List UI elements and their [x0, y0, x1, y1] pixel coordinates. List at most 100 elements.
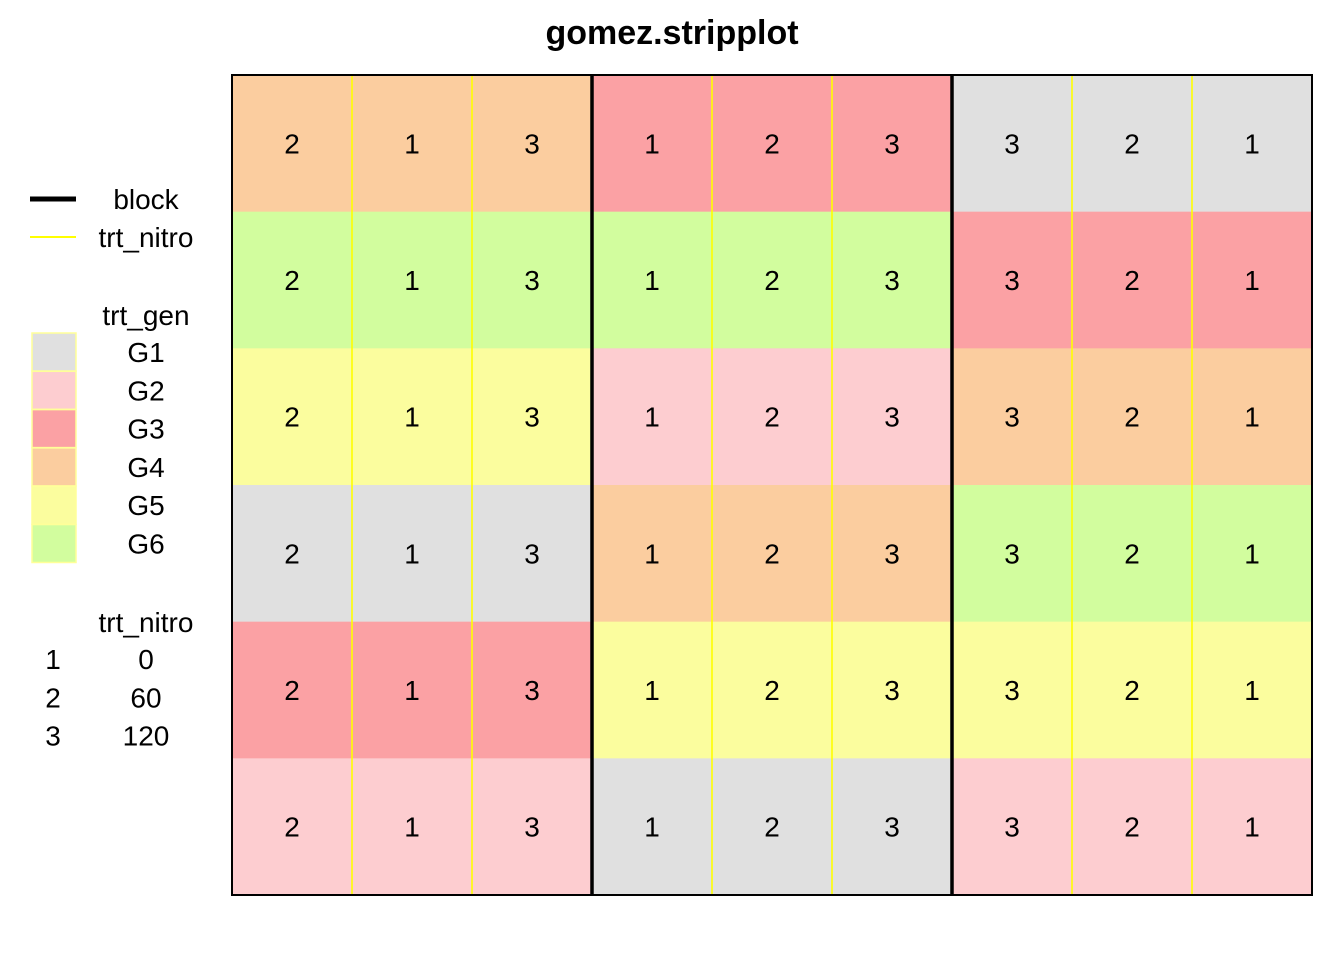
cell-label: 1 — [1244, 538, 1260, 569]
cell-label: 1 — [404, 265, 420, 296]
cell-label: 2 — [1124, 538, 1140, 569]
cell-block2-row5-col2 — [712, 621, 833, 759]
legend-line-label: trt_nitro — [99, 222, 194, 253]
cell-block1-row6-col2 — [352, 758, 473, 896]
cell-block2-row2-col1 — [592, 211, 713, 349]
cell-label: 1 — [404, 812, 420, 843]
cell-block2-row6-col2 — [712, 758, 833, 896]
cell-block3-row6-col2 — [1072, 758, 1193, 896]
cell-block1-row1-col1 — [232, 75, 353, 213]
cell-label: 1 — [404, 402, 420, 433]
plot-area: 2 1 3 2 1 3 2 1 3 2 1 3 2 1 3 2 1 3 1 2 3 1 2 3 1 2 3 1 2 3 1 2 3 1 2 3 3 2 1 3… — [232, 75, 1313, 896]
cell-label: 2 — [284, 402, 300, 433]
cell-label: 3 — [1004, 812, 1020, 843]
chart-title: gomez.stripplot — [545, 14, 798, 52]
cell-block1-row6-col3 — [472, 758, 593, 896]
cell-block3-row2-col2 — [1072, 211, 1193, 349]
cell-label: 1 — [644, 812, 660, 843]
cell-block2-row3-col3 — [832, 348, 953, 486]
cell-block2-row4-col2 — [712, 485, 833, 623]
cell-block1-row5-col2 — [352, 621, 473, 759]
legend-nitro-value: 60 — [130, 682, 161, 713]
cell-label: 3 — [884, 402, 900, 433]
cell-label: 2 — [764, 402, 780, 433]
cell-label: 2 — [284, 265, 300, 296]
cell-block2-row1-col2 — [712, 75, 833, 213]
cell-block3-row5-col1 — [952, 621, 1073, 759]
cell-label: 3 — [1004, 128, 1020, 159]
cell-block1-row2-col2 — [352, 211, 473, 349]
cell-label: 2 — [284, 812, 300, 843]
cell-block2-row3-col1 — [592, 348, 713, 486]
legend-gen-label: G1 — [127, 337, 164, 368]
cell-label: 1 — [404, 128, 420, 159]
cell-label: 2 — [764, 265, 780, 296]
cell-label: 3 — [884, 538, 900, 569]
legend-nitro-title: trt_nitro — [99, 607, 194, 638]
plot-divider-lines — [351, 75, 1193, 895]
cell-block1-row2-col1 — [232, 211, 353, 349]
cell-block2-row1-col1 — [592, 75, 713, 213]
cell-label: 3 — [884, 675, 900, 706]
legend-line-label: block — [113, 184, 179, 215]
cell-label: 2 — [764, 675, 780, 706]
legend: block trt_nitro trt_gen G1 G2 G3 G4 G5 G6 trt_nit… — [30, 184, 193, 752]
cell-label: 1 — [404, 675, 420, 706]
cell-block3-row1-col2 — [1072, 75, 1193, 213]
cell-block1-row5-col3 — [472, 621, 593, 759]
cell-block3-row5-col2 — [1072, 621, 1193, 759]
cell-label: 2 — [764, 128, 780, 159]
cell-block3-row1-col1 — [952, 75, 1073, 213]
cell-block1-row1-col3 — [472, 75, 593, 213]
cell-block3-row3-col2 — [1072, 348, 1193, 486]
legend-nitro-code: 2 — [45, 682, 61, 713]
legend-gen-label: G4 — [127, 452, 164, 483]
cell-block1-row5-col1 — [232, 621, 353, 759]
cell-block1-row2-col3 — [472, 211, 593, 349]
cell-label: 3 — [524, 812, 540, 843]
cell-label: 2 — [284, 128, 300, 159]
cell-label: 1 — [1244, 128, 1260, 159]
cell-block3-row3-col1 — [952, 348, 1073, 486]
cell-label: 1 — [644, 265, 660, 296]
legend-swatch-g2 — [31, 370, 77, 411]
legend-nitro-value: 120 — [123, 721, 170, 752]
cell-label: 2 — [764, 538, 780, 569]
cell-label: 2 — [1124, 675, 1140, 706]
cell-label: 3 — [524, 265, 540, 296]
legend-nitro-value: 0 — [138, 644, 154, 675]
cell-label: 1 — [404, 538, 420, 569]
cell-block2-row6-col3 — [832, 758, 953, 896]
cell-block3-row3-col3 — [1192, 348, 1313, 486]
cell-label: 2 — [1124, 265, 1140, 296]
cell-block3-row5-col3 — [1192, 621, 1313, 759]
cell-label: 2 — [284, 675, 300, 706]
cell-block3-row4-col2 — [1072, 485, 1193, 623]
cell-label: 3 — [1004, 265, 1020, 296]
legend-swatch-g4 — [31, 447, 77, 487]
plot-frame — [231, 74, 1313, 896]
cell-block1-row1-col2 — [352, 75, 473, 213]
cell-block3-row6-col1 — [952, 758, 1073, 896]
cell-block1-row4-col3 — [472, 485, 593, 623]
cell-block1-row4-col1 — [232, 485, 353, 623]
cell-label: 1 — [644, 538, 660, 569]
cell-label: 2 — [1124, 812, 1140, 843]
legend-gen-label: G6 — [127, 529, 164, 560]
cell-block1-row3-col2 — [352, 348, 473, 486]
legend-swatch-g3 — [31, 408, 77, 449]
cell-label: 1 — [1244, 265, 1260, 296]
cell-block2-row6-col1 — [592, 758, 713, 896]
cell-block2-row5-col1 — [592, 621, 713, 759]
cell-block2-row2-col3 — [832, 211, 953, 349]
cell-label: 1 — [1244, 402, 1260, 433]
cell-block2-row2-col2 — [712, 211, 833, 349]
cell-block2-row1-col3 — [832, 75, 953, 213]
cell-block2-row4-col3 — [832, 485, 953, 623]
cell-block3-row4-col1 — [952, 485, 1073, 623]
cell-label: 3 — [884, 265, 900, 296]
legend-gen-label: G2 — [127, 375, 164, 406]
cell-block3-row4-col3 — [1192, 485, 1313, 623]
legend-gen-label: G3 — [127, 414, 164, 445]
